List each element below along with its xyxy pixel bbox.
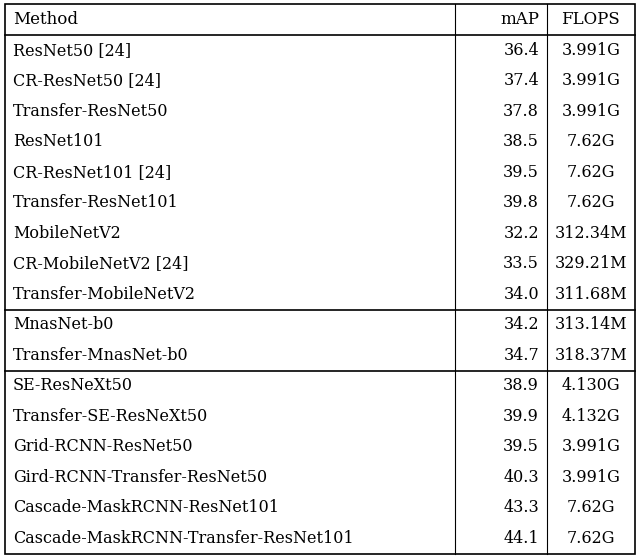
Text: 37.4: 37.4 [503, 72, 539, 89]
Text: 318.37M: 318.37M [554, 347, 627, 364]
Text: FLOPS: FLOPS [561, 11, 620, 28]
Text: mAP: mAP [500, 11, 539, 28]
Text: 7.62G: 7.62G [566, 499, 615, 516]
Text: Transfer-MnasNet-b0: Transfer-MnasNet-b0 [13, 347, 188, 364]
Text: MnasNet-b0: MnasNet-b0 [13, 316, 113, 333]
Text: CR-ResNet101 [24]: CR-ResNet101 [24] [13, 163, 171, 181]
Text: 32.2: 32.2 [504, 225, 539, 242]
Text: 3.991G: 3.991G [561, 72, 620, 89]
Text: 329.21M: 329.21M [554, 255, 627, 272]
Text: 312.34M: 312.34M [554, 225, 627, 242]
Text: 37.8: 37.8 [503, 103, 539, 120]
Text: 7.62G: 7.62G [566, 133, 615, 150]
Text: Transfer-ResNet101: Transfer-ResNet101 [13, 194, 179, 211]
Text: 38.9: 38.9 [503, 377, 539, 395]
Text: 311.68M: 311.68M [554, 286, 627, 303]
Text: 44.1: 44.1 [504, 530, 539, 547]
Text: 39.5: 39.5 [503, 163, 539, 181]
Text: ResNet50 [24]: ResNet50 [24] [13, 42, 131, 59]
Text: SE-ResNeXt50: SE-ResNeXt50 [13, 377, 133, 395]
Text: 7.62G: 7.62G [566, 530, 615, 547]
Text: 36.4: 36.4 [503, 42, 539, 59]
Text: ResNet101: ResNet101 [13, 133, 103, 150]
Text: Grid-RCNN-ResNet50: Grid-RCNN-ResNet50 [13, 438, 192, 455]
Text: 3.991G: 3.991G [561, 103, 620, 120]
Text: Cascade-MaskRCNN-Transfer-ResNet101: Cascade-MaskRCNN-Transfer-ResNet101 [13, 530, 353, 547]
Text: 34.0: 34.0 [504, 286, 539, 303]
Text: CR-MobileNetV2 [24]: CR-MobileNetV2 [24] [13, 255, 188, 272]
Text: Transfer-ResNet50: Transfer-ResNet50 [13, 103, 168, 120]
Text: 33.5: 33.5 [503, 255, 539, 272]
Text: Gird-RCNN-Transfer-ResNet50: Gird-RCNN-Transfer-ResNet50 [13, 469, 267, 486]
Text: 7.62G: 7.62G [566, 163, 615, 181]
Text: 4.132G: 4.132G [561, 408, 620, 425]
Text: 3.991G: 3.991G [561, 469, 620, 486]
Text: 39.5: 39.5 [503, 438, 539, 455]
Text: MobileNetV2: MobileNetV2 [13, 225, 120, 242]
Text: 4.130G: 4.130G [561, 377, 620, 395]
Text: 313.14M: 313.14M [554, 316, 627, 333]
Text: Cascade-MaskRCNN-ResNet101: Cascade-MaskRCNN-ResNet101 [13, 499, 279, 516]
Text: 39.8: 39.8 [503, 194, 539, 211]
Text: Transfer-SE-ResNeXt50: Transfer-SE-ResNeXt50 [13, 408, 208, 425]
Text: 3.991G: 3.991G [561, 438, 620, 455]
Text: 43.3: 43.3 [503, 499, 539, 516]
Text: 39.9: 39.9 [503, 408, 539, 425]
Text: Transfer-MobileNetV2: Transfer-MobileNetV2 [13, 286, 196, 303]
Text: 34.7: 34.7 [503, 347, 539, 364]
Text: CR-ResNet50 [24]: CR-ResNet50 [24] [13, 72, 161, 89]
Text: Method: Method [13, 11, 78, 28]
Text: 7.62G: 7.62G [566, 194, 615, 211]
Text: 3.991G: 3.991G [561, 42, 620, 59]
Text: 34.2: 34.2 [504, 316, 539, 333]
Text: 40.3: 40.3 [504, 469, 539, 486]
Text: 38.5: 38.5 [503, 133, 539, 150]
